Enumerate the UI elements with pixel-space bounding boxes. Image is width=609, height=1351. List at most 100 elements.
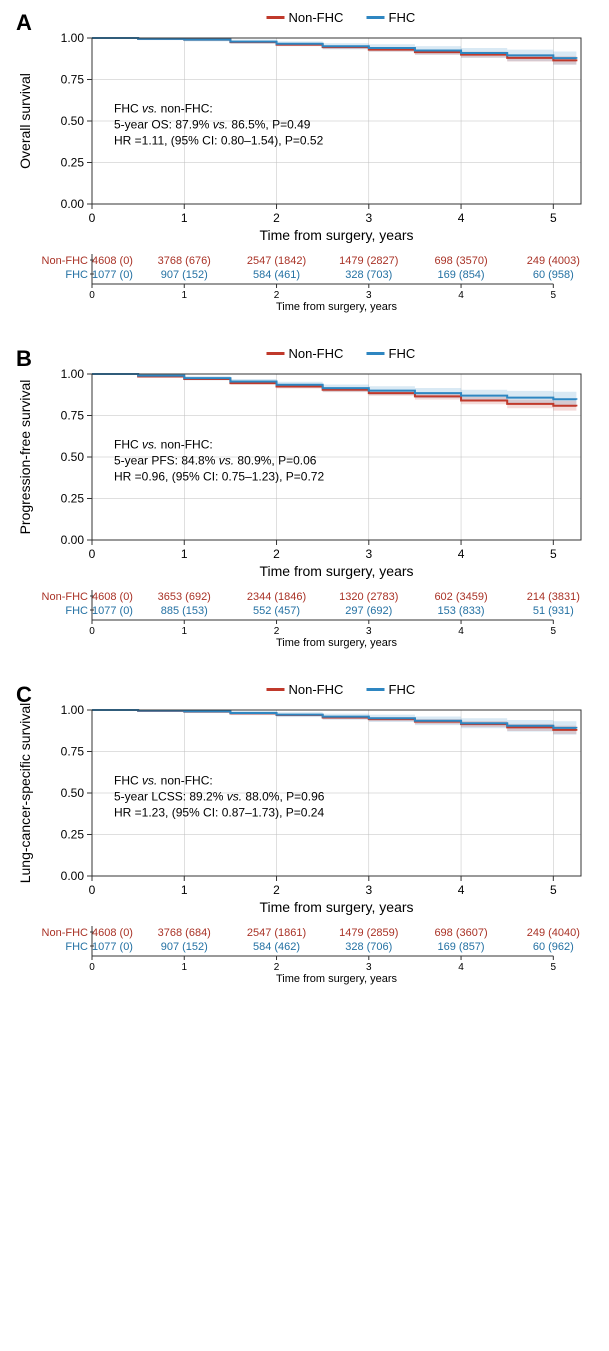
xtick-label: 4 [458,883,465,897]
risk-cell: 1077 (0) [92,941,133,953]
risk-xaxis-label: Time from surgery, years [276,301,398,313]
risk-xaxis-label: Time from surgery, years [276,973,398,985]
risk-cell: 2547 (1861) [247,927,306,939]
annotation-line: FHC vs. non-FHC: [114,438,213,452]
risk-label-nonfhc: Non-FHC [42,927,89,939]
risk-cell: 1077 (0) [92,269,133,281]
legend-fhc: FHC [389,346,416,361]
panel-label: A [16,10,32,35]
xtick-label: 1 [181,211,188,225]
xtick-label: 0 [89,547,96,561]
risk-xtick: 5 [551,626,557,637]
risk-cell: 169 (857) [438,941,485,953]
risk-xtick: 4 [458,962,464,973]
risk-cell: 169 (854) [438,269,485,281]
risk-xtick: 5 [551,290,557,301]
risk-label-nonfhc: Non-FHC [42,255,89,267]
risk-cell: 4608 (0) [92,591,133,603]
y-axis-label: Lung-cancer-specific survival [17,703,33,884]
annotation-line: HR =1.23, (95% CI: 0.87–1.73), P=0.24 [114,806,324,820]
risk-xtick: 1 [181,626,187,637]
xtick-label: 0 [89,883,96,897]
annotation-line: FHC vs. non-FHC: [114,774,213,788]
risk-xtick: 2 [274,962,280,973]
xtick-label: 1 [181,547,188,561]
risk-xtick: 4 [458,626,464,637]
annotation-line: 5-year LCSS: 89.2% vs. 88.0%, P=0.96 [114,790,325,804]
risk-xtick: 0 [89,626,95,637]
risk-cell: 907 (152) [161,269,208,281]
ytick-label: 0.50 [61,114,85,128]
risk-cell: 1077 (0) [92,605,133,617]
xtick-label: 2 [273,547,280,561]
risk-cell: 552 (457) [253,605,300,617]
risk-cell: 584 (461) [253,269,300,281]
risk-xtick: 5 [551,962,557,973]
risk-label-fhc: FHC [65,605,88,617]
ytick-label: 1.00 [61,31,85,45]
risk-cell: 60 (962) [533,941,574,953]
xtick-label: 3 [365,883,372,897]
risk-xaxis-label: Time from surgery, years [276,637,398,649]
risk-cell: 698 (3607) [434,927,487,939]
risk-xtick: 4 [458,290,464,301]
ytick-label: 0.75 [61,409,85,423]
risk-cell: 602 (3459) [434,591,487,603]
ytick-label: 0.75 [61,73,85,87]
risk-table: Non-FHCFHC4608 (0)1077 (0)3768 (676)907 … [10,250,599,328]
ytick-label: 0.50 [61,786,85,800]
xtick-label: 3 [365,547,372,561]
risk-xtick: 0 [89,290,95,301]
risk-label-fhc: FHC [65,269,88,281]
panel-B: BNon-FHCFHC0.000.250.500.751.00012345Pro… [10,346,599,664]
km-plot: CNon-FHCFHC0.000.250.500.751.00012345Lun… [10,682,599,922]
risk-cell: 297 (692) [345,605,392,617]
x-axis-label: Time from surgery, years [259,563,413,579]
risk-xtick: 3 [366,962,372,973]
legend-fhc: FHC [389,10,416,25]
y-axis-label: Overall survival [17,73,33,169]
risk-xtick: 2 [274,626,280,637]
risk-xtick: 1 [181,962,187,973]
legend-nonfhc: Non-FHC [289,10,344,25]
legend-nonfhc: Non-FHC [289,682,344,697]
annotation-line: 5-year OS: 87.9% vs. 86.5%, P=0.49 [114,118,311,132]
x-axis-label: Time from surgery, years [259,227,413,243]
y-axis-label: Progression-free survival [17,380,33,535]
risk-cell: 1320 (2783) [339,591,398,603]
xtick-label: 1 [181,883,188,897]
xtick-label: 4 [458,211,465,225]
xtick-label: 4 [458,547,465,561]
ytick-label: 0.25 [61,492,85,506]
risk-xtick: 2 [274,290,280,301]
ytick-label: 0.25 [61,156,85,170]
annotation-line: HR =0.96, (95% CI: 0.75–1.23), P=0.72 [114,470,324,484]
risk-xtick: 0 [89,962,95,973]
km-plot: ANon-FHCFHC0.000.250.500.751.00012345Ove… [10,10,599,250]
ytick-label: 0.75 [61,745,85,759]
risk-cell: 2547 (1842) [247,255,306,267]
risk-cell: 3768 (676) [158,255,211,267]
annotation-line: FHC vs. non-FHC: [114,102,213,116]
panel-label: B [16,346,32,371]
panel-A: ANon-FHCFHC0.000.250.500.751.00012345Ove… [10,10,599,328]
risk-cell: 214 (3831) [527,591,580,603]
annotation-line: 5-year PFS: 84.8% vs. 80.9%, P=0.06 [114,454,317,468]
risk-cell: 3653 (692) [158,591,211,603]
panel-C: CNon-FHCFHC0.000.250.500.751.00012345Lun… [10,682,599,1000]
risk-xtick: 1 [181,290,187,301]
ytick-label: 0.25 [61,828,85,842]
risk-cell: 3768 (684) [158,927,211,939]
risk-cell: 907 (152) [161,941,208,953]
annotation-line: HR =1.11, (95% CI: 0.80–1.54), P=0.52 [114,134,324,148]
ytick-label: 0.00 [61,197,85,211]
risk-label-fhc: FHC [65,941,88,953]
risk-cell: 153 (833) [438,605,485,617]
risk-cell: 1479 (2859) [339,927,398,939]
risk-table: Non-FHCFHC4608 (0)1077 (0)3653 (692)885 … [10,586,599,664]
risk-cell: 249 (4003) [527,255,580,267]
risk-cell: 60 (958) [533,269,574,281]
risk-cell: 698 (3570) [434,255,487,267]
km-plot: BNon-FHCFHC0.000.250.500.751.00012345Pro… [10,346,599,586]
risk-table: Non-FHCFHC4608 (0)1077 (0)3768 (684)907 … [10,922,599,1000]
